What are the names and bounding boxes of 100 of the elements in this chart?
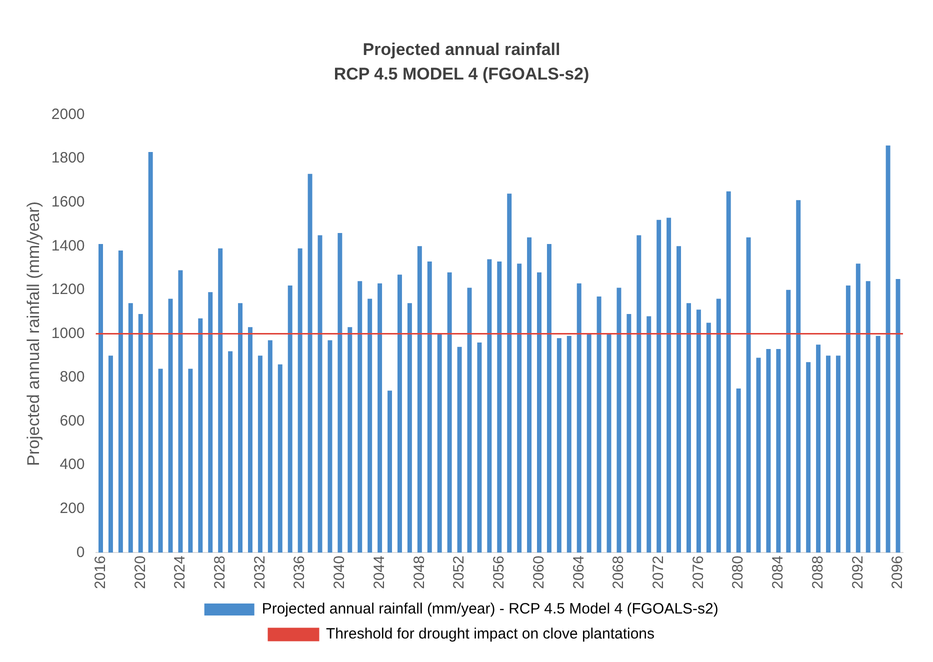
bar: [188, 368, 193, 553]
bar: [666, 218, 672, 553]
y-tick-label: 200: [60, 500, 85, 517]
chart-subtitle: RCP 4.5 MODEL 4 (FGOALS-s2): [334, 64, 590, 84]
bar: [686, 303, 691, 553]
bar: [168, 298, 173, 553]
bar: [726, 191, 731, 553]
bar: [497, 261, 502, 553]
bar: [417, 246, 422, 553]
y-tick-label: 1600: [51, 194, 85, 211]
bar: [507, 194, 512, 553]
x-tick-label: 2016: [92, 556, 109, 590]
bar: [378, 283, 382, 553]
x-tick-label: 2096: [889, 556, 906, 590]
y-tick-label: 1200: [51, 281, 85, 298]
bar: [397, 274, 402, 553]
bar: [218, 248, 223, 553]
x-tick-label: 2032: [251, 556, 268, 590]
x-tick-label: 2052: [450, 556, 468, 590]
bar: [826, 356, 830, 553]
bar: [896, 278, 900, 553]
y-tick-label: 0: [76, 544, 85, 561]
x-tick-label: 2028: [211, 556, 228, 590]
bar: [706, 322, 711, 553]
y-tick-label: 2000: [51, 106, 85, 123]
x-tick-label: 2092: [849, 556, 866, 590]
bar: [278, 364, 282, 553]
bar: [228, 351, 233, 553]
bar: [856, 264, 860, 553]
x-tick-label: 2076: [690, 556, 707, 590]
bar: [886, 145, 890, 553]
bar: [208, 292, 213, 553]
bar: [118, 250, 123, 553]
x-tick-label: 2020: [132, 556, 149, 590]
bar: [358, 281, 362, 553]
x-tick-label: 2044: [370, 556, 388, 590]
bar: [248, 327, 252, 553]
chart-title: Projected annual rainfall: [362, 40, 560, 59]
bar: [766, 349, 771, 553]
bar: [656, 220, 662, 553]
bar: [537, 272, 542, 553]
bar: [138, 314, 143, 553]
x-tick-label: 2084: [770, 556, 787, 590]
bar: [866, 281, 870, 553]
bar: [178, 270, 183, 553]
bar: [108, 356, 113, 553]
bar: [457, 346, 462, 553]
bar: [328, 340, 332, 553]
bar: [308, 174, 312, 553]
bar: [128, 303, 133, 553]
bar: [546, 244, 552, 553]
bar: [258, 356, 262, 553]
bar: [98, 244, 103, 553]
bar: [288, 286, 292, 553]
y-tick-label: 1400: [51, 237, 85, 254]
bar: [786, 290, 791, 553]
bar: [616, 288, 622, 553]
bar: [586, 334, 592, 553]
bar: [268, 340, 272, 553]
x-tick-label: 2056: [490, 556, 508, 590]
x-tick-label: 2068: [610, 556, 628, 590]
bar: [368, 298, 372, 553]
bar: [477, 342, 482, 553]
x-tick-label: 2040: [331, 556, 348, 590]
bar: [806, 362, 811, 553]
bar: [348, 327, 352, 553]
y-tick-label: 1000: [51, 324, 85, 342]
bar: [816, 344, 821, 553]
bar: [646, 316, 652, 553]
bar: [517, 264, 522, 553]
bar: [796, 200, 801, 553]
bar: [427, 261, 432, 553]
x-tick-label: 2048: [410, 556, 428, 590]
bar: [696, 310, 701, 553]
bar: [158, 368, 163, 553]
bar: [487, 259, 492, 553]
bar: [556, 338, 562, 553]
y-tick-label: 400: [60, 456, 85, 474]
bar: [198, 318, 203, 553]
bar: [776, 349, 781, 553]
bar: [238, 303, 243, 553]
bar: [676, 246, 682, 553]
bar: [467, 288, 472, 553]
bar: [596, 296, 602, 553]
x-tick-label: 2064: [570, 556, 588, 590]
y-tick-label: 1800: [51, 150, 85, 167]
bar: [626, 314, 632, 553]
bar: [846, 286, 850, 553]
bar: [298, 248, 302, 553]
bar: [447, 272, 452, 553]
y-tick-label: 800: [60, 368, 85, 386]
bar: [576, 283, 582, 553]
bar: [876, 336, 880, 553]
bar: [437, 334, 442, 553]
x-tick-label: 2072: [650, 556, 667, 590]
x-tick-label: 2060: [530, 556, 548, 590]
bar: [636, 235, 642, 553]
bar: [148, 152, 153, 553]
bar: [736, 388, 741, 553]
legend-label: Threshold for drought impact on clove plantations: [326, 626, 655, 643]
